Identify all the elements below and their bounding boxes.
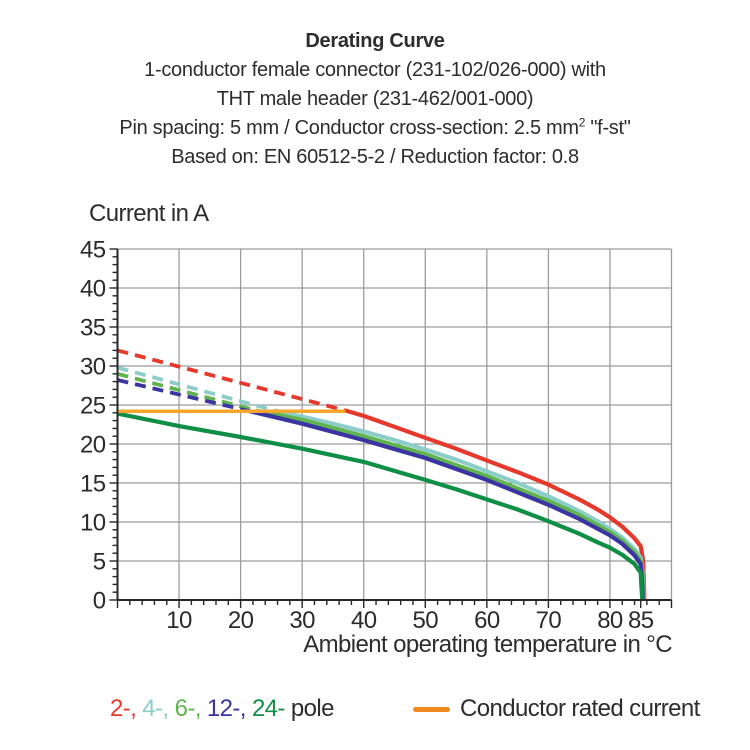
x-tick-label-85: 85 xyxy=(628,607,654,634)
chart-title-block: Derating Curve 1-conductor female connec… xyxy=(0,27,750,172)
chart-subtitle-connector: 1-conductor female connector (231-102/02… xyxy=(144,59,606,81)
y-tick-label-30: 30 xyxy=(80,354,106,381)
y-axis-title: Current in A xyxy=(89,200,209,227)
chart-subtitle-standard: Based on: EN 60512-5-2 / Reduction facto… xyxy=(171,146,579,168)
legend-pole-24: 24- xyxy=(251,695,285,722)
x-tick-label-50: 50 xyxy=(413,607,439,634)
y-tick-label-35: 35 xyxy=(80,315,106,342)
x-axis-title: Ambient operating temperature in °C xyxy=(303,631,672,658)
legend-poles: 2-, 4-, 6-, 12-, 24- pole xyxy=(110,695,334,722)
x-tick-label-30: 30 xyxy=(289,607,315,634)
rated-current-swatch-icon xyxy=(413,706,450,712)
x-tick-label-70: 70 xyxy=(536,607,562,634)
y-tick-label-10: 10 xyxy=(80,510,106,537)
chart-title: Derating Curve xyxy=(305,30,445,52)
legend-pole-12: 12-, xyxy=(206,695,247,722)
legend-pole-6: 6-, xyxy=(174,695,202,722)
x-tick-label-60: 60 xyxy=(474,607,500,634)
x-tick-label-10: 10 xyxy=(166,607,192,634)
rated-current-label: Conductor rated current xyxy=(460,695,700,722)
y-tick-label-15: 15 xyxy=(80,471,106,498)
y-tick-label-40: 40 xyxy=(80,276,106,303)
legend-rated-current: Conductor rated current xyxy=(413,695,700,723)
y-tick-label-0: 0 xyxy=(93,588,106,615)
legend-pole-2: 2-, xyxy=(110,695,137,722)
y-tick-label-5: 5 xyxy=(93,549,106,576)
x-tick-label-80: 80 xyxy=(597,607,623,634)
y-tick-label-45: 45 xyxy=(80,237,106,264)
superscript-2: 2 xyxy=(578,115,586,130)
chart-subtitle-spec: Pin spacing: 5 mm / Conductor cross-sect… xyxy=(119,115,631,139)
legend-pole-4: 4-, xyxy=(142,695,169,722)
y-tick-label-20: 20 xyxy=(80,432,106,459)
chart-subtitle-header: THT male header (231-462/001-000) xyxy=(216,88,534,110)
x-tick-label-40: 40 xyxy=(351,607,377,634)
y-tick-label-25: 25 xyxy=(80,393,106,420)
x-tick-label-20: 20 xyxy=(228,607,254,634)
